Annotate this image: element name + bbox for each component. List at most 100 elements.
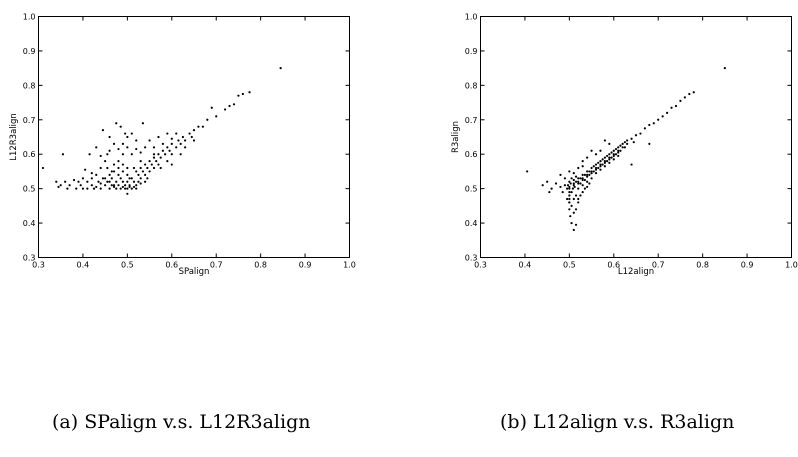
scatter-point [115,180,118,183]
scatter-point [126,146,129,149]
scatter-point [184,139,187,142]
scatter-point [130,153,133,156]
scatter-point [135,187,138,190]
scatter-point [579,194,582,197]
scatter-point [617,149,620,152]
scatter-point [112,184,116,187]
scatter-point [586,156,589,159]
scatter-point [612,154,615,158]
scatter-point [581,184,584,187]
scatter-point [95,185,98,189]
scatter-point [670,106,673,109]
scatter-point [603,156,607,159]
scatter-point [110,184,113,187]
scatter-point [41,166,45,170]
scatter-point [108,135,111,139]
scatter-point [583,187,587,190]
scatter-point [574,223,578,226]
scatter-point [619,149,622,152]
scatter-point [590,166,593,170]
scatter-point [577,201,580,204]
scatter-point [623,146,626,149]
scatter-point [128,177,131,180]
scatter-point [581,160,584,163]
chart-a-ticks: 0.3 0.4 0.5 0.6 0.7 0.8 0.9 1.0 0.3 0.4 0.5 0.6 0.7 0… [23,13,356,270]
scatter-point [572,182,575,185]
x-tick-label: 1.0 [785,261,798,270]
x-tick-label: 0.7 [652,261,665,270]
scatter-point [674,104,678,108]
scatter-point [124,132,127,135]
y-tick-label: 0.7 [23,116,36,125]
scatter-point [139,151,142,154]
scatter-point [597,161,600,164]
x-tick-label: 0.6 [165,261,178,270]
scatter-point [146,166,149,170]
scatter-point [648,123,651,127]
scatter-point [104,160,107,163]
caption-a: (a) SPalign v.s. L12R3align [52,411,311,433]
scatter-point [612,158,615,161]
scatter-point [192,129,196,132]
scatter-point [648,142,651,145]
scatter-point [574,180,578,183]
scatter-point [168,149,171,152]
scatter-point [599,165,602,168]
scatter-point [577,177,580,180]
scatter-point [112,185,116,189]
y-tick-label: 0.7 [465,116,478,125]
y-tick-label: 0.3 [465,254,478,263]
scatter-point [188,132,191,135]
scatter-point [137,180,140,183]
y-tick-label: 0.9 [23,47,36,56]
scatter-point [603,161,607,164]
scatter-point [546,180,549,183]
scatter-point [526,170,529,173]
scatter-point [594,172,598,175]
scatter-point [121,180,125,183]
scatter-point [652,122,655,125]
scatter-point [170,153,173,156]
scatter-point [99,154,102,158]
scatter-point [181,135,184,139]
scatter-point [630,163,633,166]
scatter-point [559,185,562,189]
scatter-point [166,160,169,163]
scatter-point [175,132,178,135]
scatter-point [586,180,589,183]
scatter-point [577,197,580,201]
scatter-point [117,147,120,151]
scatter-point [606,160,609,163]
scatter-point [572,178,575,182]
scatter-point [166,132,169,135]
scatter-point [201,125,204,128]
scatter-point [95,146,98,149]
scatter-point [148,160,151,163]
scatter-point [570,177,573,180]
scatter-point [617,146,620,149]
scatter-point [599,163,602,166]
scatter-point [159,156,162,159]
scatter-point [117,184,120,187]
scatter-point [279,67,282,70]
scatter-point [643,127,646,130]
scatter-point [579,182,582,185]
chart-b-points [526,67,726,232]
scatter-point [152,146,156,149]
scatter-point [601,158,604,161]
scatter-point [581,177,584,180]
scatter-point [610,156,613,159]
scatter-point [619,144,622,147]
scatter-point [135,139,138,142]
chart-a-points [41,67,282,195]
scatter-point [666,111,669,114]
scatter-point [228,104,231,108]
scatter-point [110,177,113,180]
scatter-point [586,170,589,173]
scatter-point [683,96,686,99]
chart-b-plot-area [480,16,792,258]
scatter-point [610,151,613,154]
scatter-point [72,178,76,182]
scatter-point [81,187,85,190]
x-tick-label: 0.6 [607,261,620,270]
